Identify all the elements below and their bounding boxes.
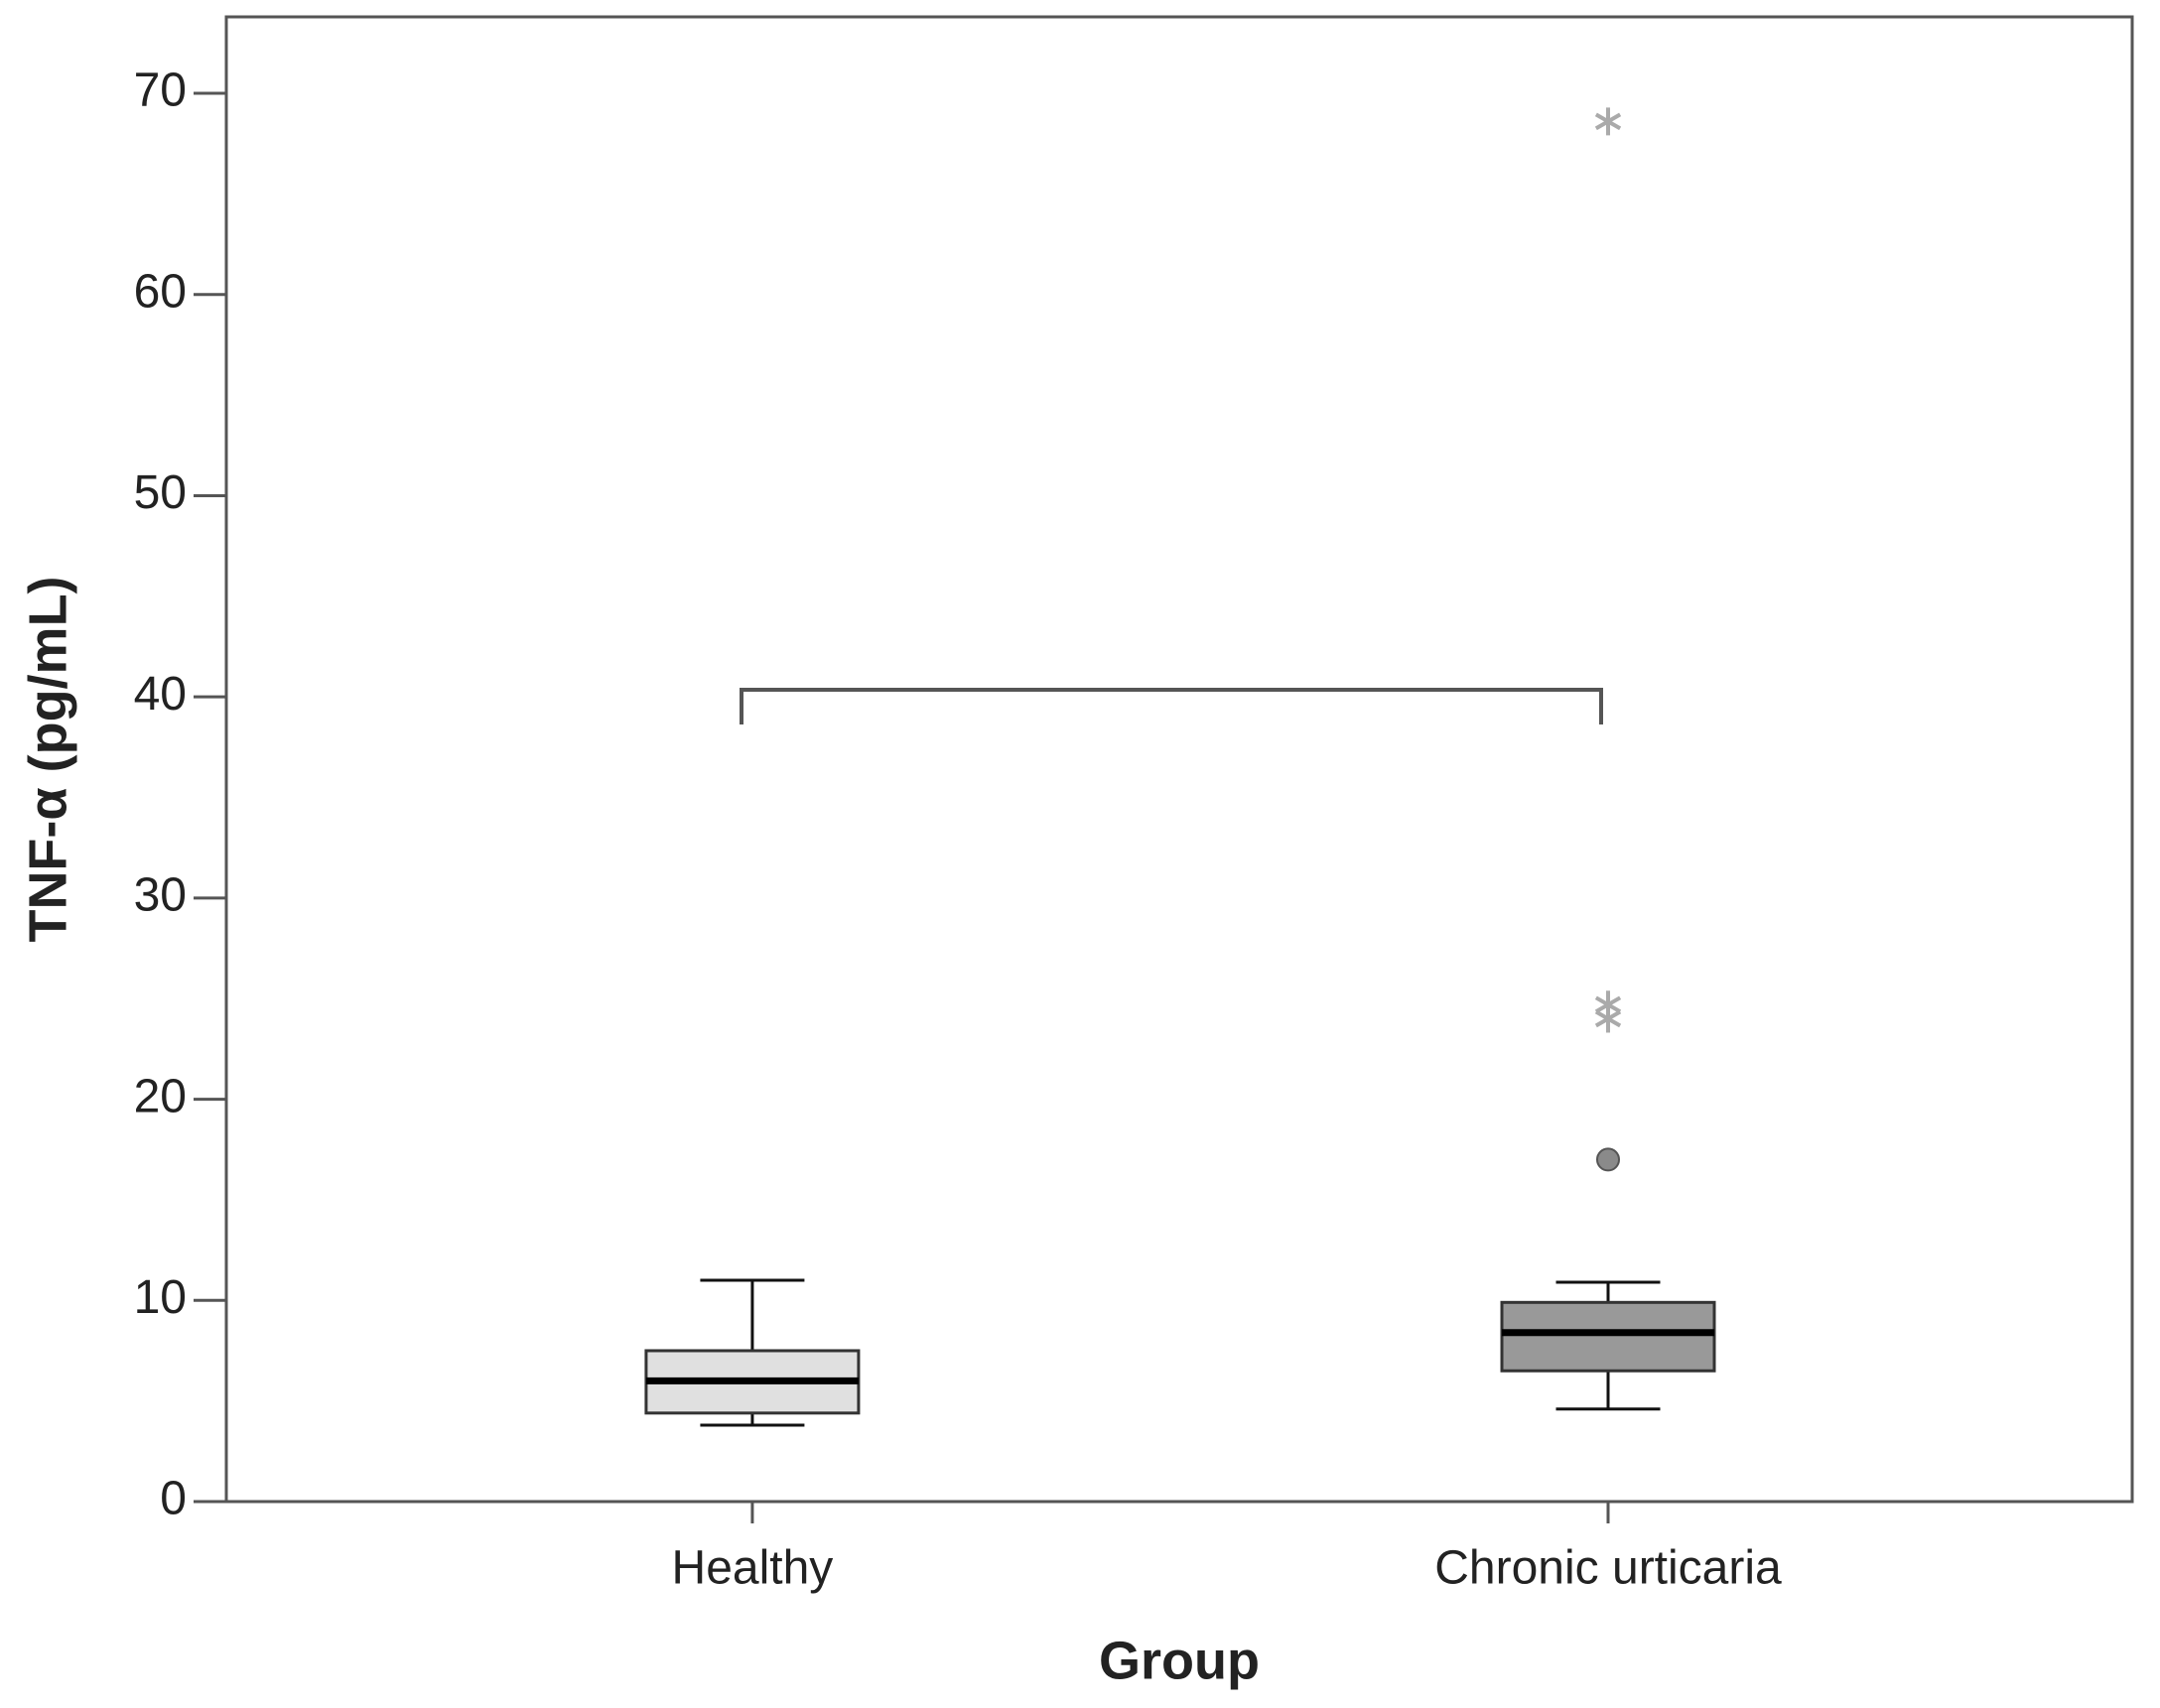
- y-tick-label: 10: [134, 1271, 187, 1324]
- box: [1500, 1300, 1716, 1373]
- extreme-point: [1594, 107, 1622, 136]
- x-axis-title: Group: [1099, 1631, 1260, 1690]
- x-tick-label: Chronic urticaria: [1434, 1542, 1782, 1595]
- outlier-point: [1596, 1147, 1620, 1172]
- plot-frame: [224, 15, 2134, 1504]
- y-tick-label: 50: [134, 466, 187, 519]
- y-tick-label: 40: [134, 668, 187, 721]
- y-tick-label: 30: [134, 869, 187, 922]
- y-tick-label: 0: [160, 1473, 187, 1525]
- extreme-point: [1594, 990, 1622, 1019]
- y-tick-label: 20: [134, 1070, 187, 1122]
- y-axis-title: TNF-α (pg/mL): [18, 576, 77, 942]
- significance-bracket: [740, 688, 1603, 724]
- y-tick-label: 70: [134, 65, 187, 117]
- y-tick-label: 60: [134, 265, 187, 318]
- x-tick-label: Healthy: [672, 1542, 834, 1595]
